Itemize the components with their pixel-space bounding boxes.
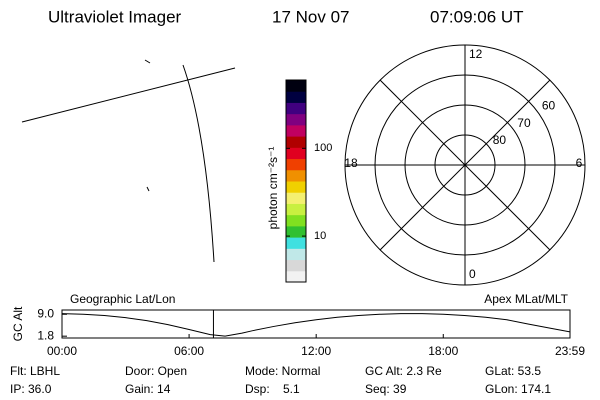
- colorbar-tick-label: 10: [314, 230, 326, 242]
- info-field: Door: Open: [125, 364, 187, 378]
- map-grid-line: [21, 67, 236, 123]
- map-grid-line: [144, 59, 151, 64]
- ring-label: 60: [542, 99, 556, 113]
- ring-label: 80: [493, 133, 507, 147]
- chart-side-label: Geographic Lat/Lon: [70, 292, 175, 306]
- colorbar-segment: [286, 225, 306, 238]
- info-field: Gain: 14: [125, 382, 171, 396]
- colorbar-segment: [286, 158, 306, 171]
- colorbar-segment: [286, 214, 306, 227]
- colorbar-segment: [286, 102, 306, 115]
- colorbar-segment: [286, 248, 306, 261]
- colorbar-segment: [286, 192, 306, 204]
- polar-ring: [404, 104, 526, 226]
- info-field: IP: 36.0: [10, 382, 52, 396]
- mlt-label: 6: [576, 156, 583, 170]
- colorbar-segment: [286, 181, 306, 193]
- polar-ring: [374, 74, 556, 256]
- geographic-map: [21, 59, 236, 263]
- info-field: GC Alt: 2.3 Re: [365, 364, 442, 378]
- colorbar-segment: [286, 136, 306, 148]
- colorbar-segment: [286, 259, 306, 272]
- info-field: Mode: Normal: [245, 364, 320, 378]
- y-tick-label: 1.8: [37, 328, 54, 342]
- colorbar-segment: [286, 91, 306, 103]
- x-tick-label: 00:00: [47, 344, 77, 358]
- info-field: Dsp: 5.1: [245, 382, 300, 396]
- x-tick-label: 12:00: [301, 344, 331, 358]
- mlt-label: 18: [344, 156, 358, 170]
- colorbar-frame: [285, 79, 307, 283]
- x-tick-label: 18:00: [428, 344, 458, 358]
- chart-side-label: Apex MLat/MLT: [484, 292, 568, 306]
- x-tick-label: 23:59: [555, 344, 585, 358]
- title: Ultraviolet Imager: [48, 7, 182, 26]
- info-field: Flt: LBHL: [10, 364, 60, 378]
- colorbar-segment: [286, 169, 306, 182]
- colorbar-segment: [286, 237, 306, 249]
- map-grid-line: [146, 186, 150, 192]
- colorbar-tick-label: 100: [314, 142, 332, 154]
- colorbar-segment: [286, 147, 306, 160]
- y-axis-label: GC Alt: [11, 306, 25, 341]
- info-field: Seq: 39: [365, 382, 407, 396]
- y-tick-label: 9.0: [37, 306, 54, 320]
- date: 17 Nov 07: [272, 7, 350, 26]
- colorbar-segment: [286, 124, 306, 137]
- time: 07:09:06 UT: [430, 7, 524, 26]
- map-grid-line: [182, 64, 215, 263]
- info-field: GLat: 53.5: [485, 364, 541, 378]
- polar-ring: [434, 134, 496, 196]
- altitude-line: [61, 313, 571, 337]
- polar-spoke: [379, 79, 551, 251]
- colorbar-label: photon cm⁻²s⁻¹: [266, 147, 280, 230]
- x-tick-label: 06:00: [174, 344, 204, 358]
- colorbar-segment: [286, 80, 306, 92]
- colorbar-segment: [286, 203, 306, 216]
- info-field: GLon: 174.1: [485, 382, 551, 396]
- colorbar-segment: [286, 113, 306, 126]
- mlt-label: 0: [469, 267, 476, 281]
- ring-label: 70: [517, 116, 531, 130]
- mlt-label: 12: [469, 47, 483, 61]
- colorbar-segment: [286, 270, 306, 283]
